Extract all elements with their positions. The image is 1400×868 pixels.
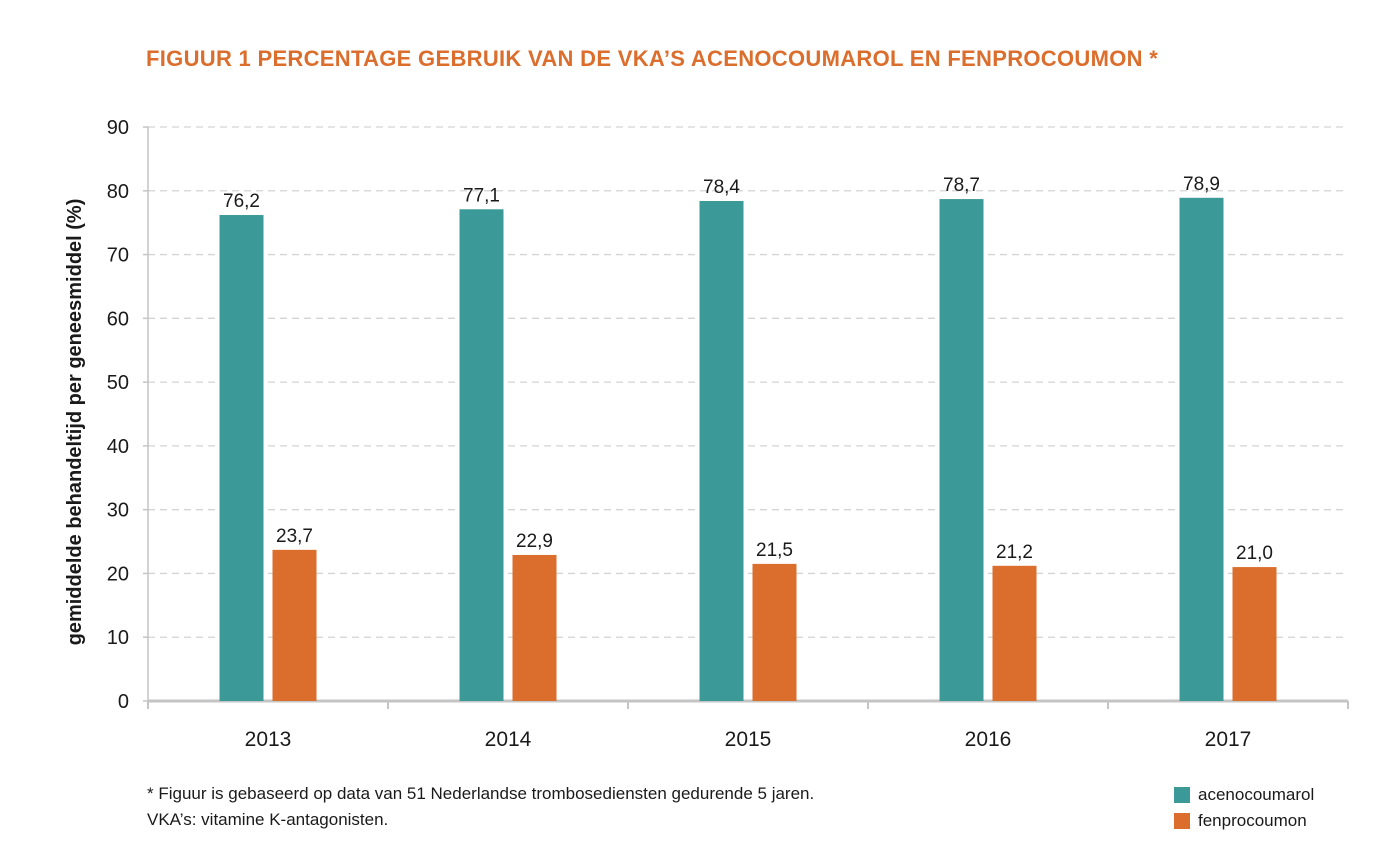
bar-acenocoumarol-2015 bbox=[699, 200, 744, 701]
bars bbox=[219, 197, 1277, 702]
data-label-fenprocoumon-2017: 21,0 bbox=[1236, 543, 1273, 564]
legend: acenocoumarol fenprocoumon bbox=[1174, 782, 1314, 834]
x-tick-label-2014: 2014 bbox=[485, 728, 532, 751]
data-label-fenprocoumon-2014: 22,9 bbox=[516, 531, 553, 552]
y-tick-label-10: 10 bbox=[107, 627, 129, 649]
chart-title: FIGUUR 1 PERCENTAGE GEBRUIK VAN DE VKA’S… bbox=[146, 46, 1159, 71]
data-label-fenprocoumon-2013: 23,7 bbox=[276, 526, 313, 547]
bar-acenocoumarol-2013 bbox=[219, 215, 264, 701]
y-tick-label-0: 0 bbox=[118, 691, 129, 713]
legend-swatch-fenprocoumon bbox=[1174, 813, 1190, 829]
legend-label-acenocoumarol: acenocoumarol bbox=[1198, 785, 1315, 804]
bar-acenocoumarol-2016 bbox=[939, 199, 984, 701]
data-label-acenocoumarol-2013: 76,2 bbox=[223, 191, 260, 212]
x-tick-label-2015: 2015 bbox=[725, 728, 772, 751]
data-label-acenocoumarol-2017: 78,9 bbox=[1183, 174, 1220, 195]
bar-fenprocoumon-2015 bbox=[752, 563, 797, 701]
x-tick-label-2016: 2016 bbox=[965, 728, 1012, 751]
x-tick-label-2013: 2013 bbox=[245, 728, 292, 751]
y-axis-label: gemiddelde behandeltijd per geneesmiddel… bbox=[64, 199, 86, 646]
y-tick-label-30: 30 bbox=[107, 500, 129, 522]
y-tick-label-60: 60 bbox=[107, 308, 129, 330]
y-tick-label-40: 40 bbox=[107, 436, 129, 458]
y-tick-label-50: 50 bbox=[107, 372, 129, 394]
y-tick-label-70: 70 bbox=[107, 245, 129, 267]
data-label-fenprocoumon-2015: 21,5 bbox=[756, 540, 793, 561]
footnote-abbreviation: VKA’s: vitamine K-antagonisten. bbox=[147, 810, 389, 829]
data-label-acenocoumarol-2015: 78,4 bbox=[703, 177, 740, 198]
legend-label-fenprocoumon: fenprocoumon bbox=[1198, 811, 1307, 830]
data-label-acenocoumarol-2014: 77,1 bbox=[463, 185, 500, 206]
bar-acenocoumarol-2017 bbox=[1179, 197, 1224, 701]
y-tick-label-20: 20 bbox=[107, 563, 129, 585]
axes: 0 10 20 30 40 50 60 70 80 90 gemiddelde behandelti… bbox=[64, 117, 1349, 751]
bar-fenprocoumon-2014 bbox=[512, 554, 557, 701]
bar-acenocoumarol-2014 bbox=[459, 209, 504, 702]
data-label-fenprocoumon-2016: 21,2 bbox=[996, 542, 1033, 563]
footnote-source: * Figuur is gebaseerd op data van 51 Ned… bbox=[147, 784, 815, 803]
x-tick-label-2017: 2017 bbox=[1205, 728, 1252, 751]
y-tick-label-90: 90 bbox=[107, 117, 129, 139]
legend-item-acenocoumarol: acenocoumarol bbox=[1174, 782, 1314, 808]
bar-fenprocoumon-2017 bbox=[1232, 567, 1277, 701]
data-label-acenocoumarol-2016: 78,7 bbox=[943, 175, 980, 196]
data-labels: 76,2 23,7 77,1 22,9 78,4 21,5 78,7 21,2 78,9 21,0 bbox=[223, 174, 1273, 564]
legend-swatch-acenocoumarol bbox=[1174, 787, 1190, 803]
bar-fenprocoumon-2016 bbox=[992, 565, 1037, 701]
y-tick-label-80: 80 bbox=[107, 181, 129, 203]
bar-fenprocoumon-2013 bbox=[272, 549, 317, 701]
grid-lines bbox=[148, 126, 1348, 638]
legend-item-fenprocoumon: fenprocoumon bbox=[1174, 808, 1314, 834]
